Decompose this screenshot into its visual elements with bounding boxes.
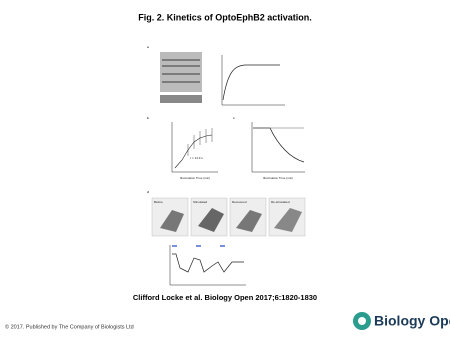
image-row — [151, 197, 306, 237]
curve — [222, 64, 280, 101]
blot — [160, 52, 202, 92]
caption: Clifford Locke et al. Biology Open 2017;… — [133, 293, 317, 302]
image-label: Before — [154, 200, 163, 204]
axis — [169, 245, 246, 286]
axis-label: Illumination Time (min) — [180, 176, 210, 180]
image-label: Stimulated — [193, 200, 208, 204]
panel-letter: b — [147, 116, 149, 120]
title: Fig. 2. Kinetics of OptoEphB2 activation… — [138, 12, 312, 22]
axis — [171, 122, 218, 173]
panel-letter: a — [147, 45, 149, 49]
copyright: © 2017. Published by The Company of Biol… — [5, 323, 134, 330]
logo: Biology Open — [353, 312, 450, 330]
axis — [221, 55, 285, 106]
panel-letter: c — [233, 116, 235, 120]
image-label: Re-stimulated — [271, 200, 290, 204]
logo-text: Biology Open — [374, 313, 450, 329]
panel-letter: d — [147, 190, 149, 194]
axis — [251, 122, 305, 173]
blot-loading — [160, 95, 202, 103]
image-label: Recovered — [232, 200, 247, 204]
annotation: τ = 14.9 s — [190, 156, 203, 160]
trace — [172, 253, 244, 273]
axis-label: Illumination Time (min) — [263, 176, 293, 180]
figure: a b τ = 14.9 s Illumination Time (min) c… — [147, 45, 306, 286]
